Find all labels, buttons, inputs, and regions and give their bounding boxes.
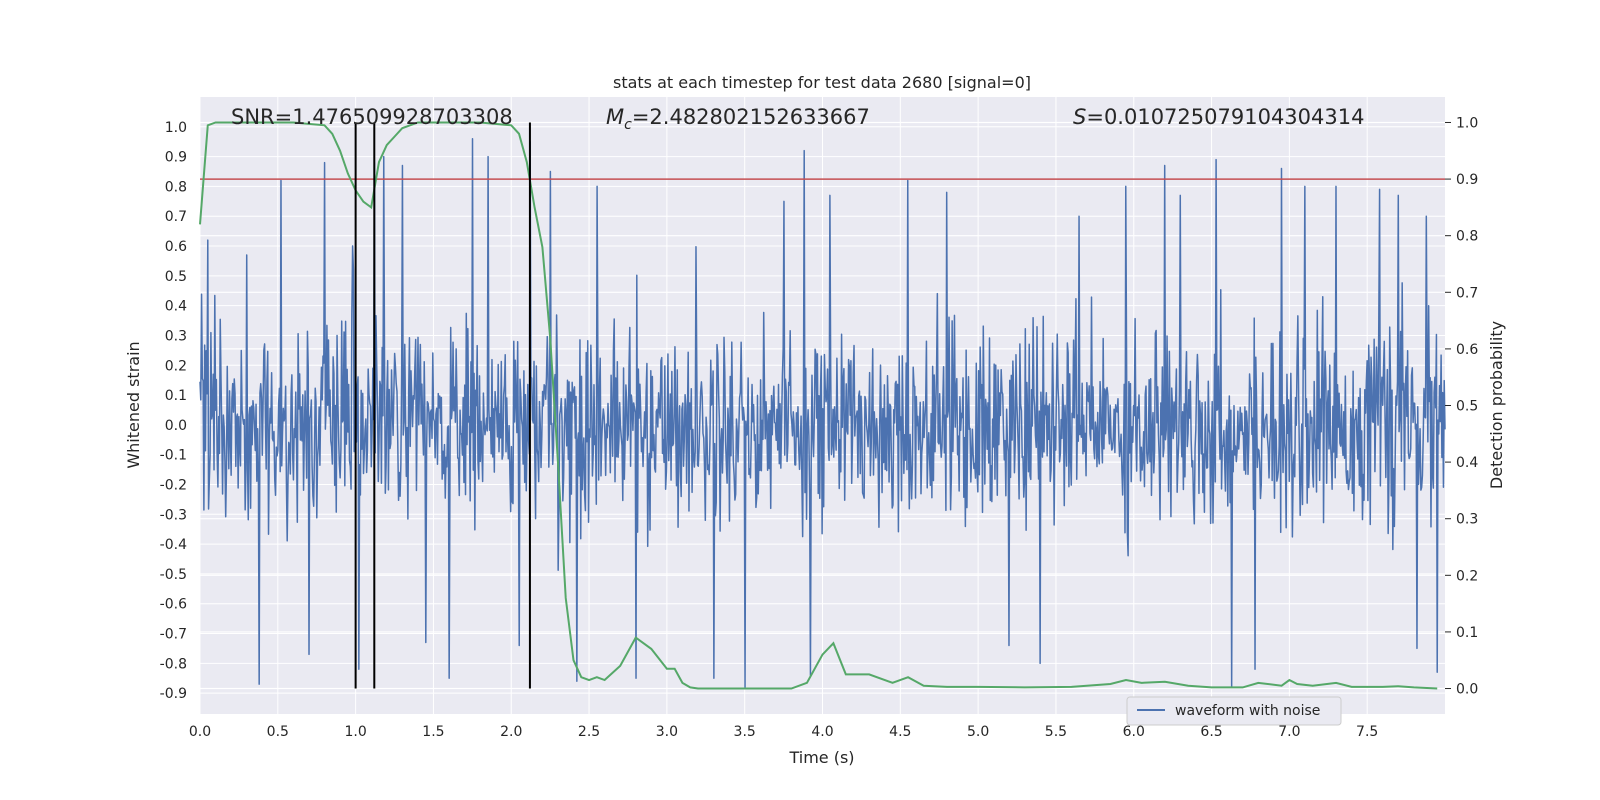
x-tick-label: 6.5: [1200, 724, 1222, 740]
y-tick-label: -0.1: [160, 448, 187, 464]
y-tick-label: -0.9: [160, 686, 187, 702]
waveform-line: [199, 137, 1446, 688]
score-value: =0.010725079104304314: [1086, 105, 1364, 129]
score-symbol: S: [1073, 105, 1086, 129]
x-axis-label: Time (s): [788, 748, 854, 767]
y-tick-label: 0.3: [165, 328, 187, 344]
event-markers: [354, 122, 531, 689]
y2-tick-label: 0.1: [1456, 625, 1478, 641]
chirp-mass-annotation: Mc=2.482802152633667: [606, 105, 870, 133]
x-tick-label: 7.0: [1278, 724, 1300, 740]
waveform-series: [199, 137, 1446, 688]
y-tick-label: 0.4: [165, 299, 187, 315]
y2-tick-label: 0.9: [1456, 172, 1478, 188]
y-tick-label: -0.3: [160, 507, 187, 523]
y-axis-label: Whitened strain: [124, 341, 143, 468]
legend-label: waveform with noise: [1175, 703, 1320, 719]
y2-tick-label: 0.4: [1456, 455, 1478, 471]
y-tick-label: 0.6: [165, 239, 187, 255]
tick-labels: 0.0 0.5 1.0 1.5 2.0 2.5 3.0 3.5 4.0 4.5 5.0 5.5 6.0 6…: [160, 115, 1479, 740]
x-tick-label: 7.5: [1356, 724, 1378, 740]
x-tick-label: 0.0: [189, 724, 211, 740]
y-tick-label: -0.8: [160, 656, 187, 672]
x-tick-label: 2.0: [500, 724, 522, 740]
x-tick-label: 4.0: [811, 724, 833, 740]
x-tick-label: 5.5: [1045, 724, 1067, 740]
y2-tick-label: 0.6: [1456, 342, 1478, 358]
chirp-mass-symbol: M: [606, 105, 624, 129]
y-tick-label: 0.1: [165, 388, 187, 404]
x-tick-label: 3.0: [656, 724, 678, 740]
y-tick-label: 0.2: [165, 358, 187, 374]
y2-axis-label: Detection probability: [1487, 321, 1506, 489]
y2-tick-label: 0.0: [1456, 682, 1478, 698]
y-tick-label: 1.0: [165, 120, 187, 136]
y-tick-label: -0.5: [160, 567, 187, 583]
y2-tick-label: 0.3: [1456, 512, 1478, 528]
x-tick-label: 5.0: [967, 724, 989, 740]
y2-tick-label: 1.0: [1456, 115, 1478, 131]
y2-tick-label: 0.5: [1456, 399, 1478, 415]
y-tick-label: 0.9: [165, 150, 187, 166]
score-annotation: S=0.010725079104304314: [1073, 105, 1364, 129]
y-tick-label: 0.0: [165, 418, 187, 434]
x-tick-label: 0.5: [267, 724, 289, 740]
y-tick-label: -0.4: [160, 537, 187, 553]
y-tick-label: 0.7: [165, 209, 187, 225]
chirp-mass-subscript: c: [624, 117, 632, 133]
legend: waveform with noise: [1126, 696, 1342, 726]
y2-tick-label: 0.7: [1456, 285, 1478, 301]
y-tick-label: -0.6: [160, 597, 187, 613]
y-tick-label: -0.2: [160, 477, 187, 493]
y2-tick-label: 0.8: [1456, 229, 1478, 245]
y-tick-label: 0.8: [165, 179, 187, 195]
x-tick-label: 1.0: [344, 724, 366, 740]
x-tick-label: 4.5: [889, 724, 911, 740]
x-tick-label: 2.5: [578, 724, 600, 740]
chart-title: stats at each timestep for test data 268…: [613, 73, 1031, 92]
x-tick-label: 6.0: [1123, 724, 1145, 740]
legend-box: [1126, 696, 1342, 726]
y-tick-label: 0.5: [165, 269, 187, 285]
snr-annotation: SNR=1.476509928703308: [231, 105, 513, 129]
y-tick-label: -0.7: [160, 627, 187, 643]
y2-tick-label: 0.2: [1456, 568, 1478, 584]
x-tick-label: 3.5: [734, 724, 756, 740]
chirp-mass-value: =2.482802152633667: [632, 105, 870, 129]
x-tick-label: 1.5: [422, 724, 444, 740]
